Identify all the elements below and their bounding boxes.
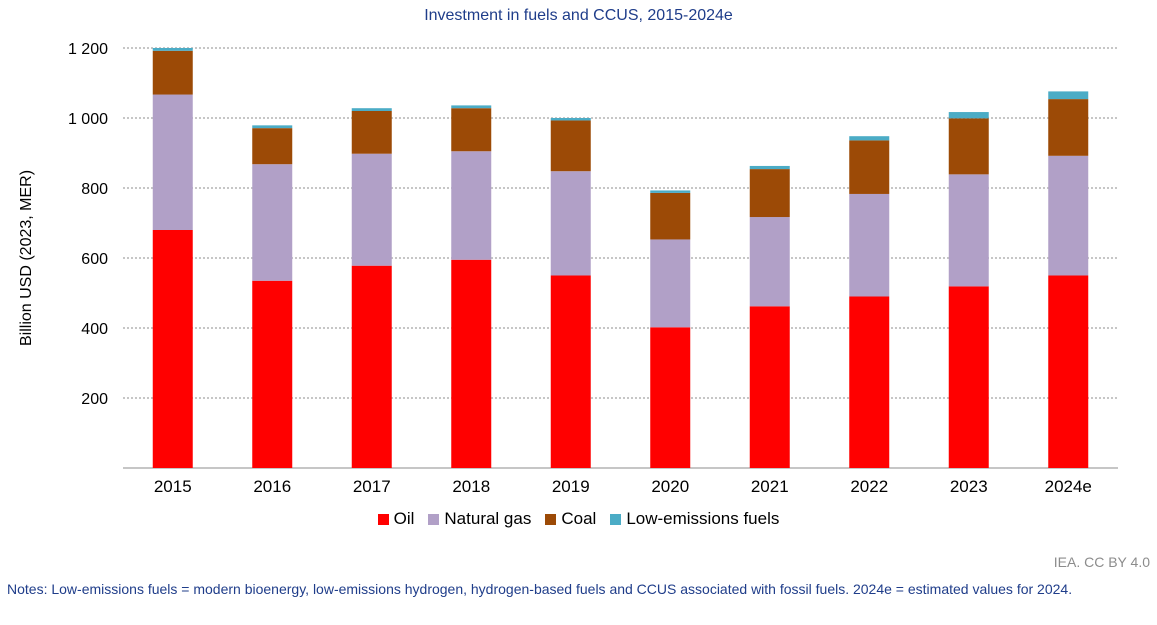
- x-tick-label: 2024e: [1045, 477, 1092, 496]
- x-tick-label: 2020: [651, 477, 689, 496]
- legend-swatch: [377, 513, 389, 525]
- bar-segment-oil-2021: [749, 306, 790, 468]
- legend: Oil Natural gas Coal Low-emissions fuels: [0, 509, 1157, 529]
- legend-label: Low-emissions fuels: [626, 509, 780, 528]
- notes-text: Notes: Low-emissions fuels = modern bioe…: [7, 581, 1073, 597]
- bar-segment-oil-2020: [650, 327, 691, 468]
- stacked-bar-chart: 200 400 600 800 1 000 1 200 2015 2016 2017 2018 20…: [68, 41, 1118, 496]
- legend-item: Coal: [545, 509, 596, 529]
- bar-segment-natural-gas-2022: [849, 193, 890, 297]
- legend-item: Low-emissions fuels: [610, 509, 779, 529]
- x-tick-label: 2017: [353, 477, 391, 496]
- legend-item: Natural gas: [428, 509, 531, 529]
- bar-segment-natural-gas-2020: [650, 239, 691, 328]
- x-tick-label: 2021: [751, 477, 789, 496]
- bar-segment-low-emissions-fuels-2015: [152, 48, 193, 51]
- bar-segment-coal-2020: [650, 192, 691, 240]
- legend-swatch: [610, 513, 622, 525]
- bar-segment-low-emissions-fuels-2016: [252, 125, 293, 129]
- bar-segment-oil-2022: [849, 296, 890, 468]
- bar-segment-coal-2019: [550, 120, 591, 172]
- bar-segment-low-emissions-fuels-2020: [650, 190, 691, 193]
- y-tick-label: 800: [81, 181, 108, 198]
- legend-label: Natural gas: [444, 509, 532, 528]
- bar-segment-low-emissions-fuels-2018: [451, 105, 492, 109]
- bar-segment-oil-2018: [451, 259, 492, 468]
- bar-segment-oil-2017: [351, 265, 392, 468]
- bar-segment-natural-gas-2024e: [1048, 155, 1089, 276]
- bar-segment-natural-gas-2018: [451, 151, 492, 260]
- bar-segment-oil-2015: [152, 230, 193, 468]
- bar-segment-natural-gas-2023: [948, 174, 989, 287]
- credit-text: IEA. CC BY 4.0: [1053, 554, 1150, 570]
- bar-segment-low-emissions-fuels-2017: [351, 108, 392, 111]
- x-tick-label: 2018: [452, 477, 490, 496]
- legend-label: Coal: [561, 509, 597, 528]
- bar-segment-natural-gas-2021: [749, 217, 790, 307]
- bar-segment-coal-2016: [252, 128, 293, 165]
- bar-segment-low-emissions-fuels-2023: [948, 112, 989, 119]
- bar-segment-low-emissions-fuels-2024e: [1048, 91, 1089, 100]
- x-tick-label: 2015: [154, 477, 192, 496]
- legend-label: Oil: [393, 509, 415, 528]
- chart-title: Investment in fuels and CCUS, 2015-2024e: [424, 7, 733, 24]
- bar-segment-low-emissions-fuels-2022: [849, 136, 890, 141]
- bar-segment-coal-2015: [152, 50, 193, 95]
- y-tick-label: 1 200: [68, 41, 108, 58]
- y-tick-label: 1 000: [68, 111, 108, 128]
- x-tick-label: 2022: [850, 477, 888, 496]
- bar-segment-natural-gas-2017: [351, 153, 392, 266]
- legend-swatch: [428, 513, 440, 525]
- bar-segment-coal-2023: [948, 118, 989, 175]
- bar-segment-oil-2023: [948, 286, 989, 468]
- bar-segment-oil-2024e: [1048, 275, 1089, 468]
- x-tick-label: 2019: [552, 477, 590, 496]
- bar-segment-coal-2022: [849, 140, 890, 194]
- bar-segment-oil-2016: [252, 280, 293, 468]
- bar-segment-oil-2019: [550, 275, 591, 468]
- bar-segment-coal-2024e: [1048, 99, 1089, 156]
- bar-segment-natural-gas-2015: [152, 94, 193, 230]
- x-tick-label: 2023: [950, 477, 988, 496]
- legend-item: Oil: [377, 509, 415, 529]
- y-tick-label: 200: [81, 391, 108, 408]
- y-tick-label: 400: [81, 321, 108, 338]
- bar-segment-low-emissions-fuels-2019: [550, 118, 591, 121]
- x-tick-label: 2016: [253, 477, 291, 496]
- y-tick-label: 600: [81, 251, 108, 268]
- bar-segment-coal-2021: [749, 169, 790, 218]
- bar-segment-coal-2018: [451, 108, 492, 152]
- bar-segment-low-emissions-fuels-2021: [749, 165, 790, 170]
- legend-swatch: [545, 513, 557, 525]
- bar-segment-natural-gas-2019: [550, 171, 591, 276]
- bar-segment-coal-2017: [351, 111, 392, 154]
- bar-segment-natural-gas-2016: [252, 164, 293, 281]
